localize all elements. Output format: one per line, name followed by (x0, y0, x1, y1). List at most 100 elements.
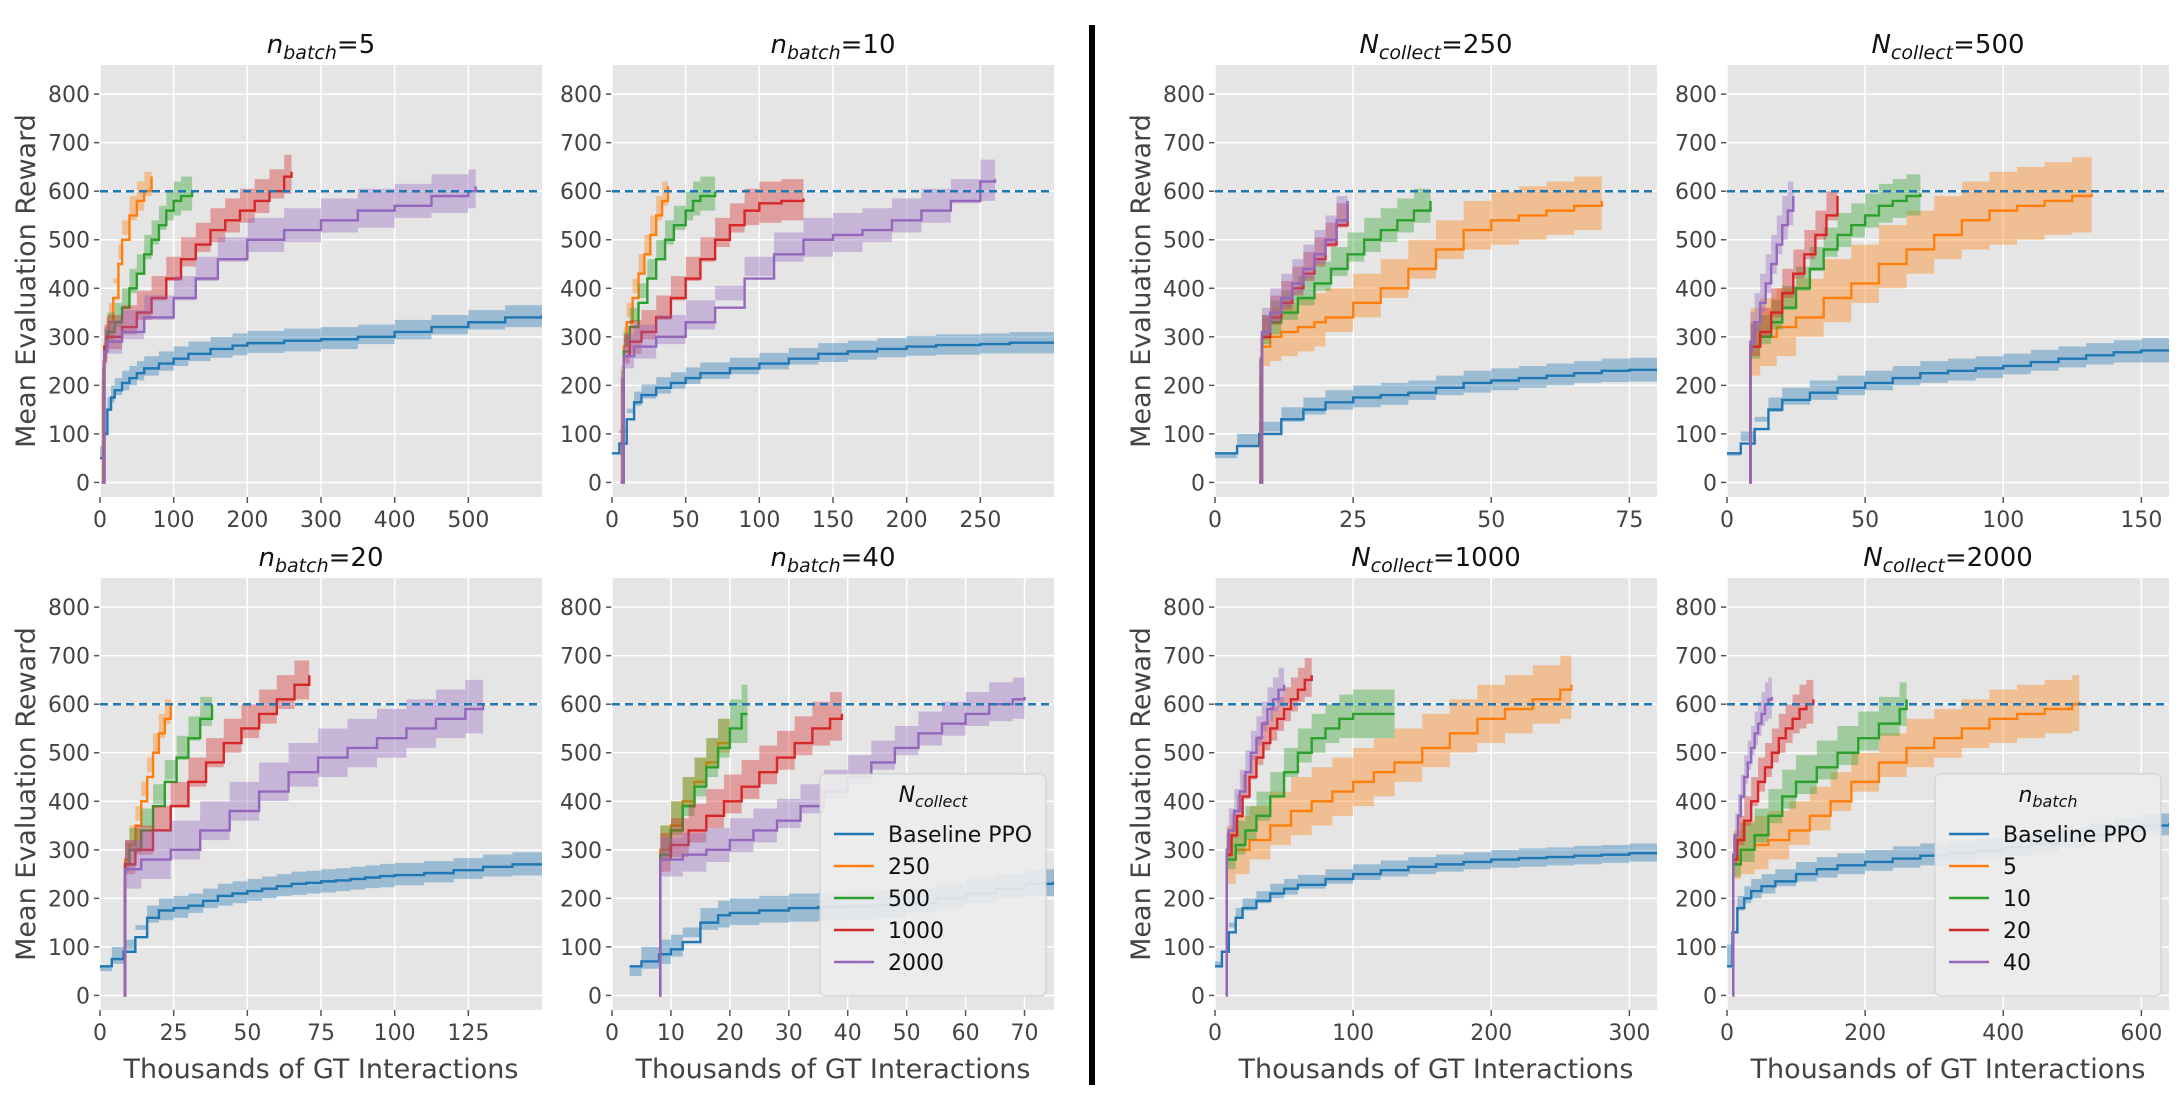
title-symbol: n (267, 30, 283, 60)
plot-area (1215, 578, 1657, 1010)
y-tick-label: 300 (48, 326, 90, 351)
x-tick-label: 70 (1011, 1021, 1039, 1046)
x-tick-label: 100 (153, 508, 195, 533)
panel-title: Ncollect=1000 (1351, 543, 1521, 577)
x-tick-label: 25 (1339, 508, 1367, 533)
y-tick-label: 300 (560, 326, 602, 351)
x-tick-label: 20 (716, 1021, 744, 1046)
y-tick-label: 600 (1163, 180, 1205, 205)
series-band-1000 (102, 149, 292, 483)
title-subscript: batch (787, 555, 841, 577)
y-tick-label: 700 (560, 645, 602, 670)
series-line-20 (1259, 205, 1349, 484)
series-line-500 (659, 712, 748, 997)
series-layer (612, 157, 1054, 484)
x-tick-label: 500 (447, 508, 489, 533)
title-subscript: collect (1379, 42, 1443, 64)
x-tick-label: 300 (1608, 1021, 1650, 1046)
y-tick-label: 400 (560, 277, 602, 302)
x-tick-label: 50 (1851, 508, 1879, 533)
y-tick-label: 800 (1163, 83, 1205, 108)
series-band-1000 (123, 650, 310, 996)
series-line-500 (620, 191, 717, 484)
y-tick-label: 700 (48, 645, 90, 670)
y-tick-label: 600 (48, 180, 90, 205)
y-tick-label: 0 (588, 471, 602, 496)
series-band-40 (1732, 675, 1772, 996)
y-tick-label: 500 (560, 742, 602, 767)
y-tick-label: 400 (1163, 790, 1205, 815)
x-tick-label: 0 (605, 1021, 619, 1046)
x-tick-label: 250 (959, 508, 1001, 533)
y-tick-label: 300 (48, 839, 90, 864)
x-tick-label: 75 (307, 1021, 335, 1046)
y-tick-label: 800 (1675, 83, 1717, 108)
y-tick-label: 300 (560, 839, 602, 864)
title-symbol: N (1871, 30, 1890, 60)
y-tick-label: 0 (1191, 471, 1205, 496)
x-tick-label: 50 (1477, 508, 1505, 533)
series-line-250 (620, 186, 670, 484)
series-layer (1215, 650, 1657, 997)
x-tick-label: 100 (1332, 1021, 1374, 1046)
panel-title: Ncollect=250 (1359, 30, 1512, 64)
y-tick-label: 300 (1675, 839, 1717, 864)
y-tick-label: 500 (1675, 742, 1717, 767)
series-line-2000 (123, 704, 485, 997)
series-band-baseline-ppo (100, 851, 542, 972)
legend-box (1934, 773, 2162, 997)
legend-entry-label: 20 (2003, 919, 2031, 944)
x-axis-label: Thousands of GT Interactions (1750, 1054, 2146, 1085)
title-symbol: n (770, 543, 786, 573)
legend-title-symbol: n (2018, 783, 2032, 808)
y-tick-label: 800 (560, 83, 602, 108)
legend-entry-label: Baseline PPO (888, 823, 1032, 848)
panel-title: nbatch=20 (258, 543, 383, 577)
series-band-10 (1259, 179, 1431, 483)
y-tick-label: 800 (1675, 596, 1717, 621)
series-line-baseline-ppo (100, 314, 542, 460)
series-layer (1215, 171, 1657, 484)
y-tick-label: 800 (48, 596, 90, 621)
y-tick-label: 200 (1675, 374, 1717, 399)
legend-entry-label: 250 (888, 855, 930, 880)
series-line-2000 (620, 179, 997, 484)
y-tick-label: 200 (1163, 887, 1205, 912)
series-band-10 (1226, 689, 1395, 996)
legend-entry-label: 5 (2003, 855, 2017, 880)
series-band-250 (101, 157, 152, 483)
y-tick-label: 800 (560, 596, 602, 621)
x-tick-label: 200 (226, 508, 268, 533)
title-symbol: N (1863, 543, 1882, 573)
legend: Ncollect Baseline PPO 250 500 1000 2000 (819, 773, 1047, 997)
y-tick-label: 0 (588, 984, 602, 1009)
series-line-40 (1225, 684, 1286, 997)
y-tick-label: 100 (560, 423, 602, 448)
series-band-baseline-ppo (100, 302, 542, 459)
series-line-baseline-ppo (100, 863, 542, 968)
y-axis-label: Mean Evaluation Reward (11, 114, 42, 448)
series-band-20 (1226, 653, 1312, 996)
title-value: =1000 (1433, 543, 1521, 573)
legend-entry-label: Baseline PPO (2003, 823, 2147, 848)
x-tick-label: 0 (93, 508, 107, 533)
x-tick-label: 10 (657, 1021, 685, 1046)
series-band-250 (620, 166, 668, 483)
y-tick-label: 400 (1163, 277, 1205, 302)
series-line-500 (102, 191, 194, 484)
series-line-5 (1749, 193, 2093, 484)
y-tick-label: 700 (1163, 132, 1205, 157)
series-band-2000 (123, 675, 484, 996)
title-subscript: collect (1883, 555, 1947, 577)
y-tick-label: 0 (76, 471, 90, 496)
series-band-10 (1749, 171, 1921, 483)
y-tick-label: 800 (1163, 596, 1205, 621)
title-symbol: n (258, 543, 274, 573)
title-value: =250 (1441, 30, 1512, 60)
legend-box (819, 773, 1047, 997)
series-line-2000 (102, 186, 477, 484)
y-tick-label: 400 (48, 277, 90, 302)
y-tick-label: 0 (1191, 984, 1205, 1009)
legend-entry-label: 10 (2003, 887, 2031, 912)
title-symbol: N (1359, 30, 1378, 60)
